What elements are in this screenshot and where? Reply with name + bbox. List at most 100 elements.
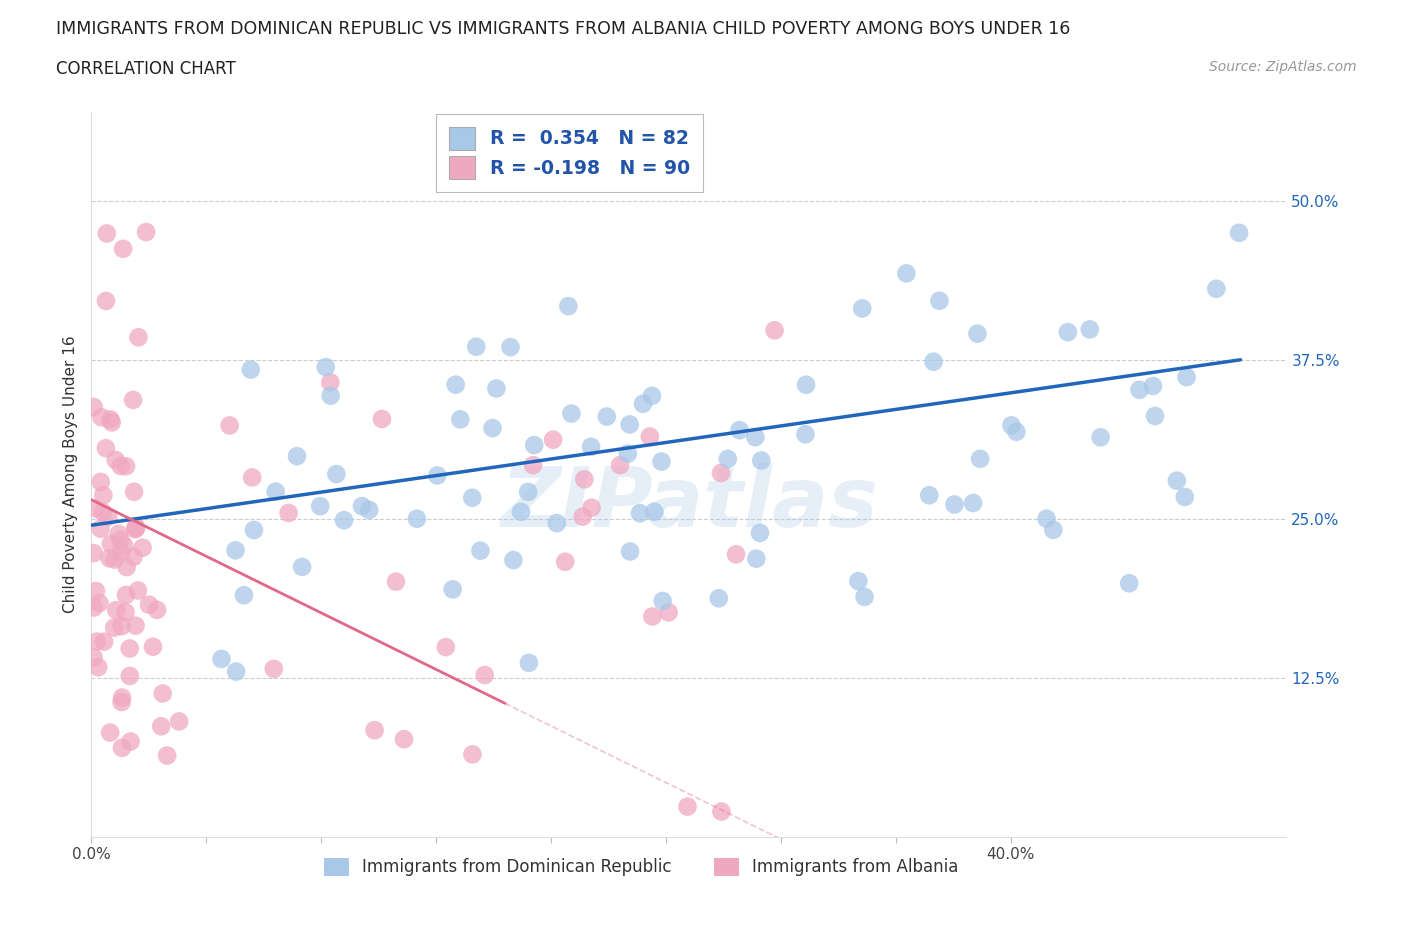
Point	[118, 669, 141, 684]
Point	[363, 723, 385, 737]
Point	[150, 719, 173, 734]
Point	[91, 505, 114, 520]
Point	[138, 597, 160, 612]
Point	[523, 438, 546, 453]
Point	[554, 554, 576, 569]
Point	[1128, 382, 1150, 397]
Point	[114, 604, 136, 619]
Point	[315, 360, 337, 375]
Point	[118, 641, 141, 656]
Point	[619, 544, 641, 559]
Point	[728, 423, 751, 438]
Point	[969, 451, 991, 466]
Point	[481, 420, 503, 435]
Point	[100, 537, 122, 551]
Point	[225, 543, 247, 558]
Point	[110, 545, 132, 560]
Point	[110, 618, 132, 633]
Text: IMMIGRANTS FROM DOMINICAN REPUBLIC VS IMMIGRANTS FROM ALBANIA CHILD POVERTY AMON: IMMIGRANTS FROM DOMINICAN REPUBLIC VS IM…	[56, 20, 1070, 38]
Point	[749, 525, 772, 540]
Point	[264, 485, 287, 499]
Point	[650, 454, 672, 469]
Point	[319, 375, 342, 390]
Point	[794, 427, 817, 442]
Point	[745, 551, 768, 566]
Point	[100, 415, 122, 430]
Point	[966, 326, 988, 341]
Point	[83, 650, 105, 665]
Point	[131, 540, 153, 555]
Point	[1166, 473, 1188, 488]
Point	[1078, 322, 1101, 337]
Point	[111, 740, 134, 755]
Point	[209, 652, 232, 667]
Point	[87, 659, 110, 674]
Point	[619, 417, 641, 432]
Point	[127, 330, 149, 345]
Point	[485, 381, 508, 396]
Point	[125, 521, 148, 536]
Point	[517, 485, 540, 499]
Point	[1035, 512, 1057, 526]
Point	[156, 748, 179, 763]
Point	[617, 446, 640, 461]
Point	[83, 400, 105, 415]
Point	[434, 640, 457, 655]
Point	[107, 526, 129, 541]
Point	[103, 552, 125, 567]
Point	[333, 512, 356, 527]
Text: Source: ZipAtlas.com: Source: ZipAtlas.com	[1209, 60, 1357, 74]
Point	[794, 378, 817, 392]
Point	[461, 490, 484, 505]
Point	[465, 339, 488, 354]
Point	[579, 439, 602, 454]
Point	[851, 301, 873, 316]
Point	[277, 506, 299, 521]
Point	[90, 522, 112, 537]
Point	[918, 488, 941, 503]
Point	[461, 747, 484, 762]
Point	[710, 804, 733, 819]
Point	[309, 498, 332, 513]
Text: CORRELATION CHART: CORRELATION CHART	[56, 60, 236, 78]
Point	[1118, 576, 1140, 591]
Text: ZIPatlas: ZIPatlas	[501, 463, 877, 544]
Point	[546, 516, 568, 531]
Point	[896, 266, 918, 281]
Point	[319, 388, 342, 403]
Point	[641, 389, 664, 404]
Point	[928, 293, 950, 308]
Point	[853, 590, 876, 604]
Point	[243, 523, 266, 538]
Point	[167, 714, 190, 729]
Point	[574, 472, 596, 486]
Point	[239, 362, 262, 377]
Point	[1090, 430, 1112, 445]
Y-axis label: Child Poverty Among Boys Under 16: Child Poverty Among Boys Under 16	[62, 336, 77, 613]
Point	[94, 441, 117, 456]
Point	[1057, 325, 1080, 339]
Point	[103, 620, 125, 635]
Point	[122, 485, 145, 499]
Point	[449, 412, 471, 427]
Point	[98, 412, 121, 427]
Point	[83, 501, 105, 516]
Point	[115, 560, 138, 575]
Point	[93, 634, 115, 649]
Point	[470, 543, 492, 558]
Point	[392, 732, 415, 747]
Point	[122, 392, 145, 407]
Point	[717, 451, 740, 466]
Point	[749, 453, 772, 468]
Point	[125, 520, 148, 535]
Point	[962, 496, 984, 511]
Point	[628, 506, 651, 521]
Point	[557, 299, 579, 313]
Point	[115, 458, 138, 473]
Point	[90, 474, 112, 489]
Point	[240, 470, 263, 485]
Point	[676, 799, 699, 814]
Point	[651, 593, 673, 608]
Point	[658, 605, 681, 620]
Point	[110, 533, 132, 548]
